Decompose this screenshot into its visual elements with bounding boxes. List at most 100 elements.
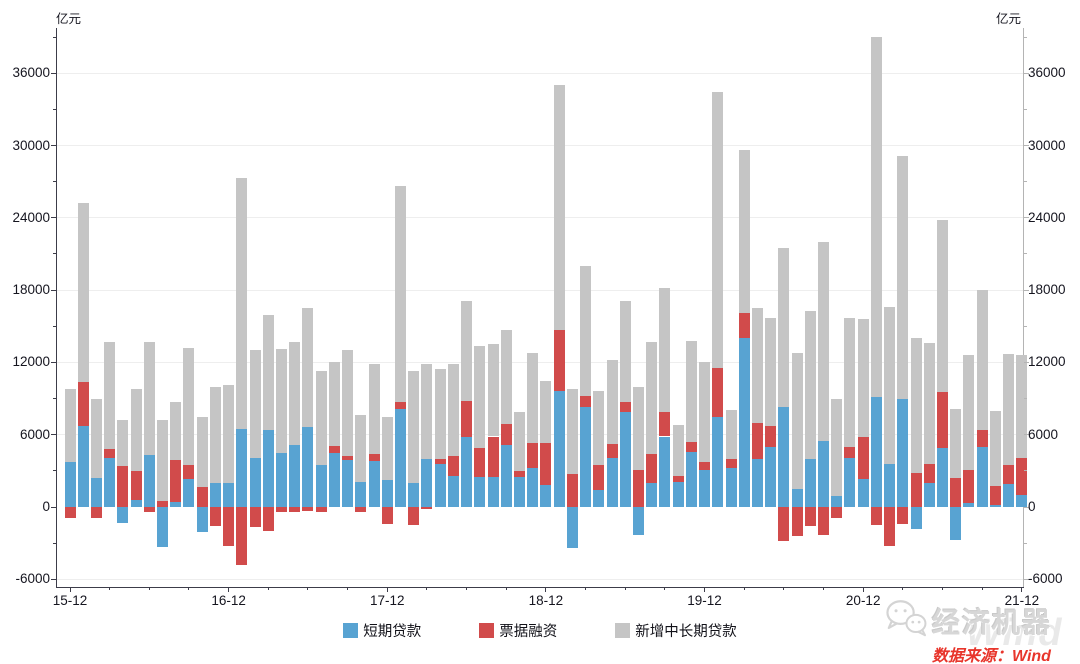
y-tick-label-right: 12000 [1028,354,1066,370]
bar-segment-新增中长期贷款-2018-05 [447,364,459,456]
bar-segment-票据融资-2016-03 [104,449,116,458]
brand-name: 经济机器 [932,606,1053,638]
bar-segment-票据融资-2021-03 [897,507,909,524]
bar-segment-新增中长期贷款-2020-10 [831,399,843,497]
y-major-tick-left [51,578,56,580]
bar-segment-短期贷款-2016-03 [104,457,116,507]
bar-segment-新增中长期贷款-2017-03 [262,315,274,430]
bar-segment-短期贷款-2017-02 [249,457,261,507]
x-minor-tick [942,587,944,590]
bar-segment-票据融资-2019-05 [606,443,618,458]
bar-segment-短期贷款-2019-03 [580,406,592,507]
x-tick-label: 17-12 [370,593,405,608]
gridline [57,289,1023,291]
bar-segment-短期贷款-2019-12 [699,469,711,507]
y-tick-label-left: 24000 [12,209,50,225]
bar-segment-短期贷款-2017-07 [315,464,327,507]
bar-segment-短期贷款-2019-08 [646,482,658,507]
bar-segment-短期贷款-2018-04 [434,464,446,507]
bar-segment-票据融资-2017-03 [262,507,274,532]
bar-segment-短期贷款-2018-10 [513,477,525,507]
x-tick-label: 20-12 [845,593,881,608]
bar-segment-新增中长期贷款-2020-04 [751,307,763,423]
bar-segment-票据融资-2018-09 [500,424,512,445]
bar-segment-新增中长期贷款-2017-02 [249,350,261,458]
bar-segment-短期贷款-2020-01 [712,416,724,507]
bar-segment-短期贷款-2017-08 [328,453,340,507]
y-tick-label-right: 30000 [1028,137,1066,153]
bar-segment-票据融资-2019-01 [553,329,565,391]
bar-segment-短期贷款-2016-04 [117,507,129,523]
bar-segment-新增中长期贷款-2017-06 [302,308,314,428]
y-major-tick-right [1024,434,1029,436]
bar-segment-新增中长期贷款-2018-02 [408,371,420,483]
gridline [57,361,1023,363]
bar-segment-新增中长期贷款-2017-07 [315,370,327,465]
bar-segment-票据融资-2017-04 [276,507,288,512]
bar-segment-短期贷款-2017-10 [355,481,367,507]
y-axis-unit-left: 亿元 [56,12,82,26]
bar-segment-短期贷款-2021-03 [897,398,909,507]
bar-segment-新增中长期贷款-2016-09 [183,347,195,465]
bar-segment-短期贷款-2017-06 [302,427,314,507]
y-major-tick-right [1024,361,1029,363]
bar-segment-短期贷款-2017-12 [381,480,393,507]
bar-segment-短期贷款-2021-10 [989,505,1001,507]
bar-segment-短期贷款-2018-01 [395,409,406,507]
x-minor-tick [505,587,507,590]
y-tick-label-right: 36000 [1028,65,1066,81]
y-tick-label-right: 18000 [1028,282,1066,298]
bar-segment-票据融资-2021-06 [937,391,949,448]
bar-segment-短期贷款-2021-09 [976,446,988,507]
bar-segment-票据融资-2021-01 [870,507,882,526]
bar-segment-短期贷款-2018-09 [500,444,512,507]
bar-segment-短期贷款-2018-03 [421,458,433,507]
bar-segment-短期贷款-2018-12 [540,485,552,507]
bar-segment-新增中长期贷款-2021-04 [910,338,922,474]
y-minor-tick-left [53,470,56,472]
bar-segment-票据融资-2020-08 [804,507,816,527]
bar-segment-新增中长期贷款-2017-05 [289,341,301,445]
bar-segment-新增中长期贷款-2019-02 [566,388,578,475]
bar-segment-新增中长期贷款-2021-07 [950,409,962,479]
y-minor-tick-right [1024,253,1027,255]
bar-segment-新增中长期贷款-2019-12 [699,362,711,463]
x-tick-label: 16-12 [211,593,246,608]
bar-segment-新增中长期贷款-2016-02 [90,398,102,479]
bar-segment-票据融资-2019-12 [699,462,711,470]
bar-segment-短期贷款-2016-10 [196,507,208,533]
x-major-tick [69,587,71,592]
y-major-tick-left [51,361,56,363]
bar-segment-短期贷款-2017-11 [368,461,380,507]
y-axis-line-right [1023,28,1024,587]
bar-segment-新增中长期贷款-2016-01 [77,203,89,382]
bar-segment-短期贷款-2021-12 [1016,494,1028,507]
bar-segment-票据融资-2019-11 [685,441,697,452]
bar-segment-新增中长期贷款-2018-04 [434,369,446,459]
bar-segment-短期贷款-2018-11 [527,468,539,507]
bar-segment-短期贷款-2016-08 [170,502,182,507]
bar-segment-票据融资-2016-02 [90,507,102,518]
legend-label: 新增中长期贷款 [635,624,737,640]
bar-segment-新增中长期贷款-2017-11 [368,363,380,454]
bar-segment-票据融资-2016-10 [196,487,208,507]
bar-segment-票据融资-2018-07 [474,447,486,477]
x-tick-label: 19-12 [687,593,722,608]
bar-segment-短期贷款-2018-07 [474,476,486,507]
bar-segment-票据融资-2020-05 [765,425,777,447]
data-source-label: 数据来源：Wind [932,648,1051,664]
bar-segment-新增中长期贷款-2021-09 [976,290,988,430]
bar-segment-新增中长期贷款-2018-03 [421,363,433,459]
bar-segment-短期贷款-2020-12 [857,479,869,507]
bar-segment-票据融资-2020-09 [818,507,830,535]
bar-segment-票据融资-2016-06 [143,507,155,512]
bar-segment-新增中长期贷款-2018-10 [513,412,525,471]
bar-segment-新增中长期贷款-2016-11 [209,386,221,483]
y-minor-tick-right [1024,470,1027,472]
bar-segment-新增中长期贷款-2018-09 [500,329,512,425]
bar-segment-新增中长期贷款-2021-02 [884,306,896,465]
bar-segment-票据融资-2016-11 [209,507,221,527]
bar-segment-短期贷款-2020-04 [751,459,763,507]
bar-segment-新增中长期贷款-2020-09 [818,241,830,441]
